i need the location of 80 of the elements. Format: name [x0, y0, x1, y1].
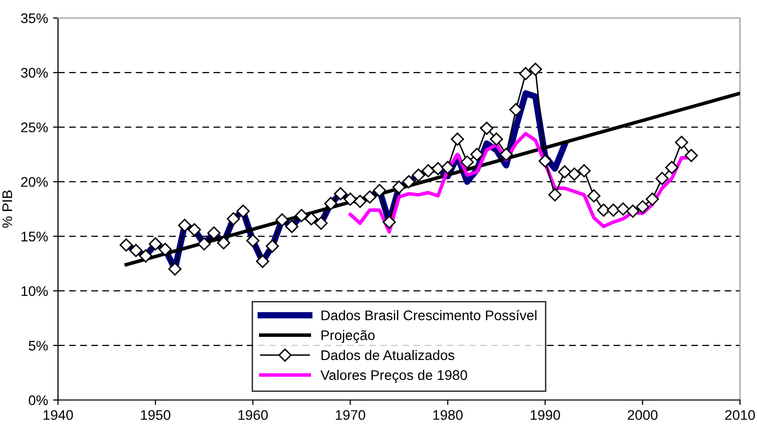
point [382, 216, 396, 229]
x-tick-label: 2000 [628, 410, 658, 420]
point [674, 136, 688, 150]
point [285, 220, 298, 234]
point [655, 172, 669, 186]
point [158, 242, 172, 256]
point [519, 67, 532, 80]
legend-label: Valores Preços de 1980 [320, 370, 468, 383]
point [236, 204, 250, 218]
x-tick-label: 2010 [725, 410, 755, 420]
point [363, 190, 376, 204]
point [304, 212, 318, 226]
point [470, 148, 484, 162]
point [353, 194, 367, 208]
y-tick-label: 0% [28, 395, 48, 406]
y-tick-label: 25% [21, 122, 48, 132]
point [538, 154, 552, 168]
point [548, 188, 562, 202]
x-tick-label: 1970 [336, 410, 366, 420]
legend-label: Dados Brasil Crescimento Possível [322, 310, 536, 320]
point [276, 213, 289, 226]
point [129, 244, 143, 258]
point [616, 202, 630, 216]
point [626, 204, 640, 218]
point [344, 192, 357, 206]
legend-label: Projeção [322, 330, 375, 343]
point [412, 168, 426, 182]
point [684, 148, 698, 162]
x-tick-label: 1980 [433, 410, 463, 420]
x-tick-label: 1960 [238, 410, 268, 420]
point [500, 148, 513, 162]
point [402, 175, 416, 188]
point [226, 212, 240, 226]
point [217, 236, 230, 250]
point [139, 249, 152, 263]
point [450, 132, 464, 146]
point [422, 164, 435, 178]
point [528, 62, 542, 76]
y-tick-label: 20% [21, 177, 48, 187]
point [246, 234, 260, 248]
point [480, 122, 494, 135]
point [665, 160, 678, 174]
point [392, 180, 406, 194]
point [168, 262, 182, 276]
point [606, 204, 620, 217]
point [646, 192, 659, 206]
point [587, 189, 600, 202]
point [207, 226, 220, 240]
point [431, 162, 445, 176]
point [334, 187, 348, 200]
x-tick-label: 1990 [530, 410, 560, 420]
point [256, 254, 270, 268]
point [294, 208, 308, 222]
point [188, 223, 201, 236]
point [266, 240, 279, 253]
point [578, 164, 591, 178]
point [372, 184, 386, 198]
legend-label: Dados de Atualizados [322, 350, 454, 360]
y-tick-label: 35% [21, 13, 48, 24]
point [558, 165, 572, 178]
point [198, 237, 211, 251]
point [509, 103, 522, 116]
y-tick-label: 5% [28, 340, 48, 351]
point [441, 160, 454, 174]
point [460, 155, 474, 169]
point [314, 216, 328, 230]
x-tick-label: 1940 [44, 410, 73, 420]
y-tick-label: 30% [21, 68, 48, 78]
point [597, 204, 610, 217]
point [490, 132, 504, 146]
y-axis-title: % PIB [2, 190, 12, 228]
y-tick-label: 10% [22, 286, 48, 296]
point [568, 167, 581, 181]
point [178, 218, 192, 232]
point [148, 237, 162, 251]
point [120, 238, 133, 252]
x-tick-label: 1950 [141, 410, 170, 420]
point [636, 200, 650, 214]
point [324, 196, 338, 210]
y-tick-label: 15% [22, 232, 48, 242]
